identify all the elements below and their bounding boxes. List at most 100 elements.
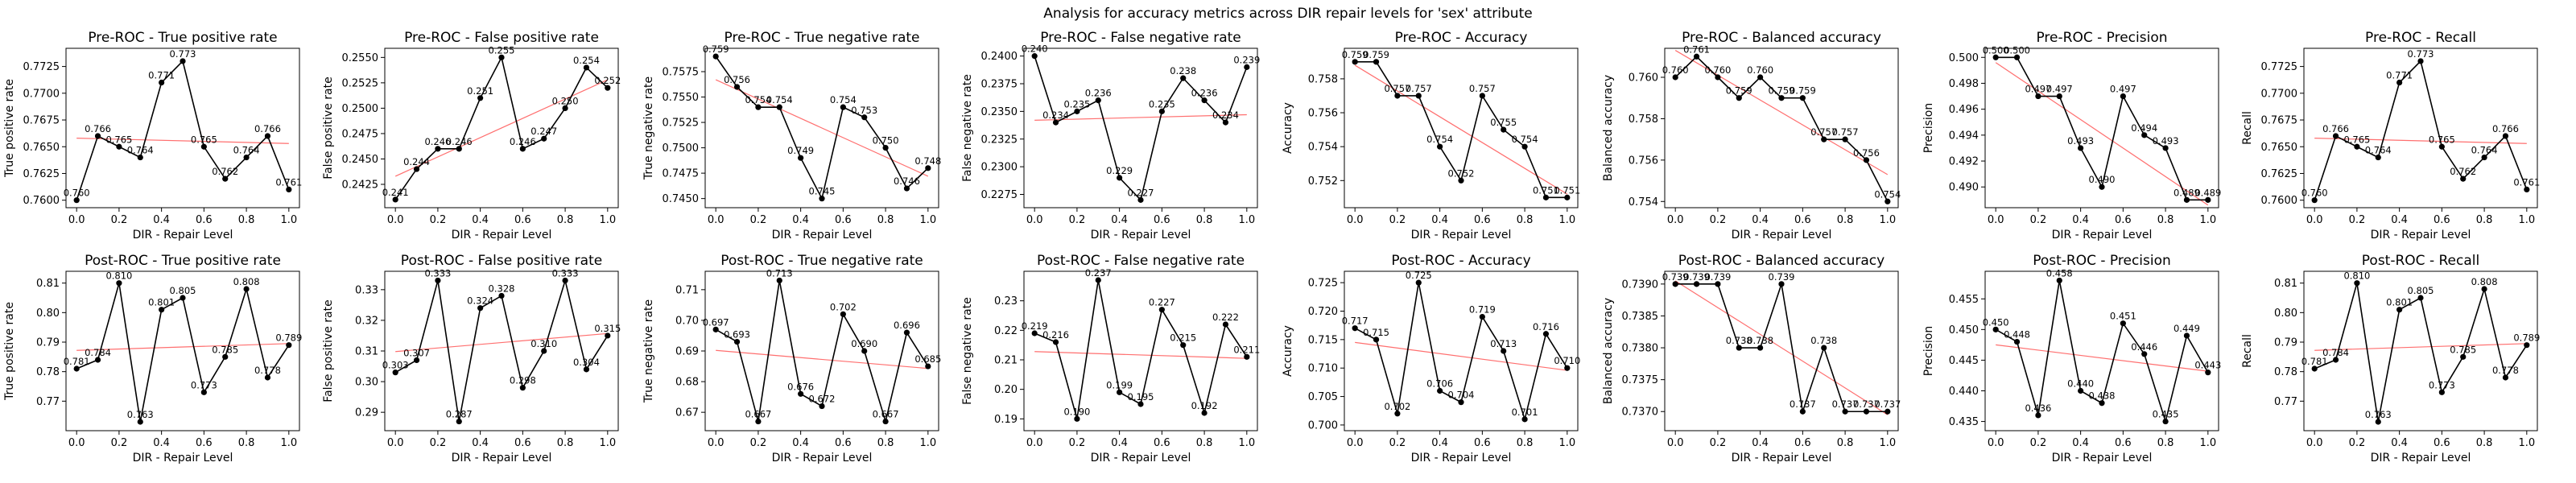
data-point bbox=[1074, 415, 1080, 422]
x-tick-label: 1.0 bbox=[919, 214, 936, 226]
data-label: 0.215 bbox=[1170, 332, 1196, 344]
data-point bbox=[1479, 93, 1485, 99]
data-point bbox=[1672, 281, 1678, 287]
x-axis-label: DIR - Repair Level bbox=[2052, 229, 2153, 242]
data-label: 0.765 bbox=[191, 134, 217, 145]
x-tick-label: 0.6 bbox=[1794, 214, 1811, 226]
data-label: 0.247 bbox=[530, 126, 557, 137]
x-tick-label: 1.0 bbox=[599, 437, 616, 449]
data-point bbox=[1693, 53, 1700, 60]
data-label: 0.685 bbox=[914, 353, 941, 365]
data-point bbox=[1885, 198, 1891, 204]
data-label: 0.810 bbox=[105, 270, 132, 282]
data-label: 0.739 bbox=[1704, 271, 1731, 283]
chart-panel-4: Pre-ROC - False negative rate DIR - Repai… bbox=[961, 30, 1260, 242]
data-label: 0.801 bbox=[148, 297, 175, 308]
data-point bbox=[1415, 93, 1422, 99]
chart-panel-6: Pre-ROC - Balanced accuracy DIR - Repair … bbox=[1602, 30, 1901, 242]
y-axis-label: True negative rate bbox=[642, 299, 655, 403]
data-point bbox=[180, 295, 186, 301]
data-label: 0.778 bbox=[2492, 365, 2519, 376]
data-point bbox=[2120, 93, 2126, 100]
data-point bbox=[712, 53, 719, 60]
data-point bbox=[1992, 54, 1999, 60]
x-tick-label: 0.6 bbox=[2115, 214, 2132, 226]
x-tick-label: 0.6 bbox=[196, 214, 213, 226]
trend-line bbox=[2314, 343, 2527, 351]
data-label: 0.801 bbox=[2386, 297, 2413, 308]
x-tick-label: 0.8 bbox=[1837, 214, 1854, 226]
x-tick-label: 0.2 bbox=[750, 214, 767, 226]
data-point bbox=[456, 418, 462, 425]
data-label: 0.761 bbox=[1683, 43, 1710, 55]
data-point bbox=[1736, 345, 1742, 351]
data-point bbox=[1757, 74, 1764, 80]
data-label: 0.250 bbox=[552, 95, 579, 106]
data-label: 0.493 bbox=[2153, 135, 2179, 147]
x-tick-label: 0.6 bbox=[196, 437, 213, 449]
data-label: 0.766 bbox=[2322, 123, 2349, 134]
data-point bbox=[605, 85, 611, 91]
x-tick-label: 0.4 bbox=[2072, 214, 2089, 226]
data-point bbox=[519, 146, 526, 152]
data-point bbox=[1521, 416, 1528, 423]
x-tick-label: 0.4 bbox=[153, 214, 170, 226]
data-label: 0.719 bbox=[1469, 304, 1496, 316]
data-label: 0.497 bbox=[2110, 84, 2136, 95]
y-tick-label: 0.710 bbox=[1308, 363, 1338, 375]
x-axis-label: DIR - Repair Level bbox=[133, 229, 233, 242]
y-tick-label: 0.7675 bbox=[2261, 115, 2298, 127]
data-point bbox=[2524, 186, 2530, 193]
data-label: 0.333 bbox=[552, 267, 579, 279]
y-tick-label: 0.80 bbox=[36, 308, 60, 320]
data-label: 0.751 bbox=[1533, 184, 1559, 196]
x-tick-label: 0.4 bbox=[1431, 437, 1448, 449]
data-point bbox=[498, 54, 505, 60]
data-point bbox=[1158, 108, 1165, 114]
x-tick-label: 0.4 bbox=[1431, 214, 1448, 226]
x-tick-label: 0.2 bbox=[1389, 437, 1406, 449]
chart-panel-8: Pre-ROC - Recall DIR - Repair Level Recall… bbox=[2241, 30, 2540, 242]
data-point bbox=[159, 79, 165, 86]
data-label: 0.760 bbox=[2301, 188, 2328, 199]
data-label: 0.760 bbox=[64, 188, 90, 199]
x-tick-label: 0.0 bbox=[708, 214, 724, 226]
x-axis-label: DIR - Repair Level bbox=[1091, 229, 1191, 242]
x-axis-label: DIR - Repair Level bbox=[2371, 229, 2471, 242]
data-point bbox=[1821, 345, 1827, 351]
x-tick-label: 0.2 bbox=[750, 437, 767, 449]
y-tick-label: 0.77 bbox=[36, 396, 60, 408]
y-tick-label: 0.700 bbox=[1308, 419, 1338, 431]
data-label: 0.754 bbox=[1426, 134, 1453, 145]
data-label: 0.738 bbox=[1726, 335, 1752, 346]
trend-line bbox=[76, 343, 289, 351]
data-label: 0.239 bbox=[1233, 54, 1260, 65]
data-label: 0.737 bbox=[1853, 398, 1880, 410]
data-point bbox=[1373, 59, 1380, 65]
data-label: 0.754 bbox=[1512, 134, 1538, 145]
data-label: 0.778 bbox=[254, 365, 281, 376]
chart-grid: Pre-ROC - True positive rate DIR - Repair… bbox=[3, 30, 2540, 464]
data-label: 0.757 bbox=[1406, 83, 1432, 94]
data-point bbox=[1521, 143, 1528, 150]
data-label: 0.672 bbox=[809, 394, 836, 405]
x-tick-label: 0.0 bbox=[1667, 437, 1684, 449]
data-point bbox=[94, 357, 101, 363]
data-point bbox=[200, 389, 207, 395]
data-point bbox=[1201, 97, 1208, 104]
data-point bbox=[1394, 93, 1401, 99]
data-label: 0.667 bbox=[873, 409, 899, 420]
data-point bbox=[882, 418, 889, 425]
data-label: 0.754 bbox=[830, 94, 857, 105]
x-axis-label: DIR - Repair Level bbox=[1091, 452, 1191, 464]
y-tick-label: 0.7650 bbox=[2261, 142, 2298, 154]
y-tick-label: 0.2525 bbox=[342, 77, 379, 89]
x-tick-label: 0.2 bbox=[2030, 214, 2047, 226]
x-tick-label: 0.2 bbox=[1710, 437, 1727, 449]
data-point bbox=[1842, 136, 1848, 142]
data-label: 0.497 bbox=[2046, 84, 2073, 95]
x-tick-label: 0.4 bbox=[1111, 214, 1128, 226]
data-point bbox=[413, 357, 420, 364]
data-label: 0.737 bbox=[1874, 398, 1901, 410]
trend-line bbox=[1034, 114, 1247, 121]
